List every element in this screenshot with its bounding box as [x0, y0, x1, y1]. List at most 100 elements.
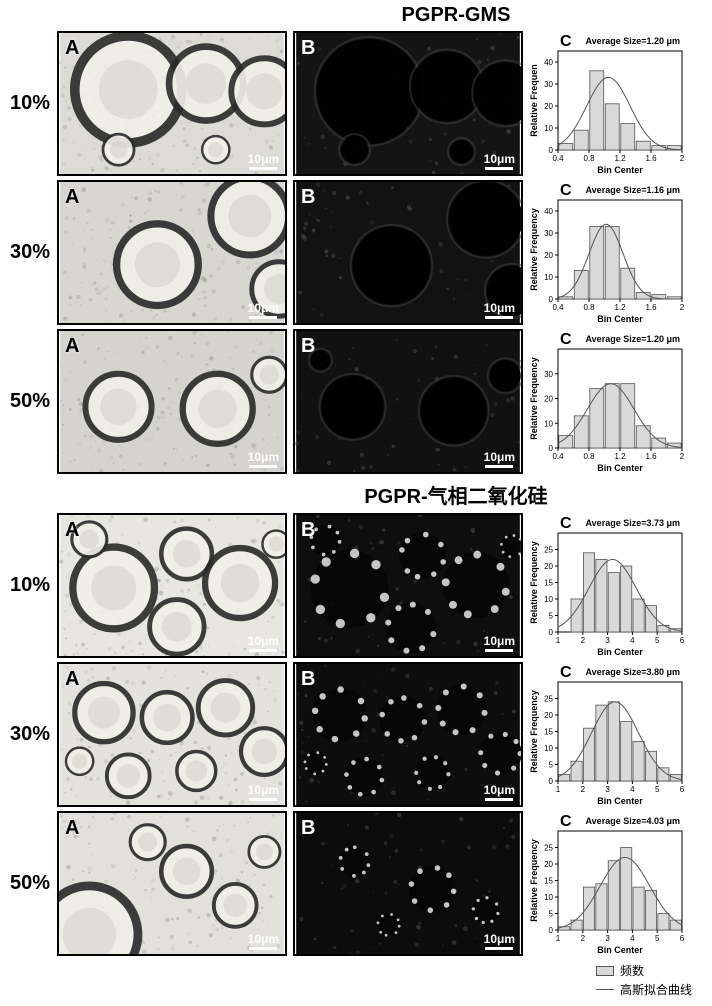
svg-text:4: 4: [630, 934, 635, 943]
svg-text:10: 10: [544, 744, 553, 753]
svg-text:3: 3: [605, 934, 610, 943]
micrograph-brightfield: A10μm: [57, 811, 287, 956]
svg-text:Bin Center: Bin Center: [597, 165, 643, 175]
svg-text:20: 20: [544, 102, 553, 111]
svg-text:Relative Frequency: Relative Frequency: [529, 357, 539, 440]
micrograph-darkfield: B10μm: [293, 31, 523, 176]
svg-text:20: 20: [544, 860, 553, 869]
micrograph-darkfield: B10μm: [293, 811, 523, 956]
section-title: PGPR-GMS: [0, 0, 712, 29]
svg-text:0.8: 0.8: [583, 303, 595, 312]
svg-text:1.2: 1.2: [614, 303, 626, 312]
svg-text:1.6: 1.6: [645, 154, 657, 163]
svg-text:1.6: 1.6: [645, 452, 657, 461]
svg-text:25: 25: [544, 546, 553, 555]
svg-text:Bin Center: Bin Center: [597, 463, 643, 473]
svg-text:20: 20: [544, 711, 553, 720]
svg-text:20: 20: [544, 395, 553, 404]
micrograph-darkfield: B10μm: [293, 513, 523, 658]
micrograph-brightfield: A10μm: [57, 329, 287, 474]
micrograph-brightfield: A10μm: [57, 180, 287, 325]
svg-text:2: 2: [581, 934, 586, 943]
svg-text:0.4: 0.4: [552, 452, 564, 461]
svg-text:5: 5: [549, 910, 554, 919]
row-percent-label: 30%: [6, 241, 54, 264]
row-percent-label: 10%: [6, 574, 54, 597]
svg-text:15: 15: [544, 877, 553, 886]
micrograph-brightfield: A10μm: [57, 31, 287, 176]
row-percent-label: 30%: [6, 723, 54, 746]
svg-text:40: 40: [544, 207, 553, 216]
svg-text:Average Size=3.80 μm: Average Size=3.80 μm: [586, 667, 680, 677]
histogram-chart: CRelative FrequencyAverage Size=3.80 μm1…: [528, 662, 688, 807]
legend: 频数高斯拟合曲线: [0, 958, 712, 1006]
svg-text:Relative Frequen: Relative Frequen: [529, 64, 539, 137]
svg-text:0: 0: [549, 777, 554, 786]
svg-text:Relative Frequency: Relative Frequency: [529, 690, 539, 773]
svg-text:0.8: 0.8: [583, 154, 595, 163]
svg-text:0: 0: [549, 628, 554, 637]
svg-text:0.4: 0.4: [552, 154, 564, 163]
svg-text:10: 10: [544, 273, 553, 282]
micrograph-darkfield: B10μm: [293, 329, 523, 474]
row-percent-label: 10%: [6, 92, 54, 115]
svg-text:25: 25: [544, 695, 553, 704]
svg-text:6: 6: [680, 636, 685, 645]
svg-text:40: 40: [544, 58, 553, 67]
svg-text:2: 2: [680, 154, 685, 163]
histogram-chart: CRelative FrequencyAverage Size=4.03 μm1…: [528, 811, 688, 956]
svg-text:Bin Center: Bin Center: [597, 647, 643, 657]
row-percent-label: 50%: [6, 390, 54, 413]
svg-text:1: 1: [556, 934, 561, 943]
svg-text:Average Size=3.73 μm: Average Size=3.73 μm: [586, 518, 680, 528]
histogram-chart: CRelative FrequencyAverage Size=1.16 μm0…: [528, 180, 688, 325]
micrograph-darkfield: B10μm: [293, 180, 523, 325]
svg-text:5: 5: [655, 636, 660, 645]
svg-text:2: 2: [680, 452, 685, 461]
micrograph-brightfield: A10μm: [57, 513, 287, 658]
svg-text:2: 2: [680, 303, 685, 312]
svg-text:10: 10: [544, 124, 553, 133]
histogram-chart: CRelative FrequencyAverage Size=1.20 μm0…: [528, 329, 688, 474]
svg-text:Average Size=1.16 μm: Average Size=1.16 μm: [586, 185, 680, 195]
svg-text:0: 0: [549, 146, 554, 155]
svg-text:5: 5: [549, 761, 554, 770]
svg-text:1.2: 1.2: [614, 452, 626, 461]
svg-text:30: 30: [544, 229, 553, 238]
svg-text:4: 4: [630, 636, 635, 645]
svg-text:30: 30: [544, 80, 553, 89]
svg-text:0: 0: [549, 295, 554, 304]
svg-text:2: 2: [581, 785, 586, 794]
micrograph-brightfield: A10μm: [57, 662, 287, 807]
svg-text:15: 15: [544, 728, 553, 737]
svg-text:1: 1: [556, 785, 561, 794]
svg-text:Average Size=4.03 μm: Average Size=4.03 μm: [586, 816, 680, 826]
svg-text:3: 3: [605, 636, 610, 645]
svg-text:1.6: 1.6: [645, 303, 657, 312]
svg-text:15: 15: [544, 579, 553, 588]
svg-text:10: 10: [544, 893, 553, 902]
svg-text:10: 10: [544, 419, 553, 428]
svg-text:2: 2: [581, 636, 586, 645]
svg-text:0.4: 0.4: [552, 303, 564, 312]
micrograph-darkfield: B10μm: [293, 662, 523, 807]
svg-text:20: 20: [544, 562, 553, 571]
svg-text:0.8: 0.8: [583, 452, 595, 461]
svg-text:Relative Frequency: Relative Frequency: [529, 541, 539, 624]
svg-text:1: 1: [556, 636, 561, 645]
svg-text:Bin Center: Bin Center: [597, 314, 643, 324]
svg-text:Relative Frequency: Relative Frequency: [529, 208, 539, 291]
section-title: PGPR-气相二氧化硅: [0, 476, 712, 511]
svg-text:5: 5: [549, 612, 554, 621]
svg-text:5: 5: [655, 785, 660, 794]
svg-text:30: 30: [544, 370, 553, 379]
row-percent-label: 50%: [6, 872, 54, 895]
svg-text:0: 0: [549, 444, 554, 453]
svg-text:10: 10: [544, 595, 553, 604]
svg-text:1.2: 1.2: [614, 154, 626, 163]
svg-text:Bin Center: Bin Center: [597, 945, 643, 955]
histogram-chart: CRelative FrequenAverage Size=1.20 μm0.4…: [528, 31, 688, 176]
svg-text:Bin Center: Bin Center: [597, 796, 643, 806]
svg-text:Average Size=1.20 μm: Average Size=1.20 μm: [586, 334, 680, 344]
svg-text:6: 6: [680, 934, 685, 943]
